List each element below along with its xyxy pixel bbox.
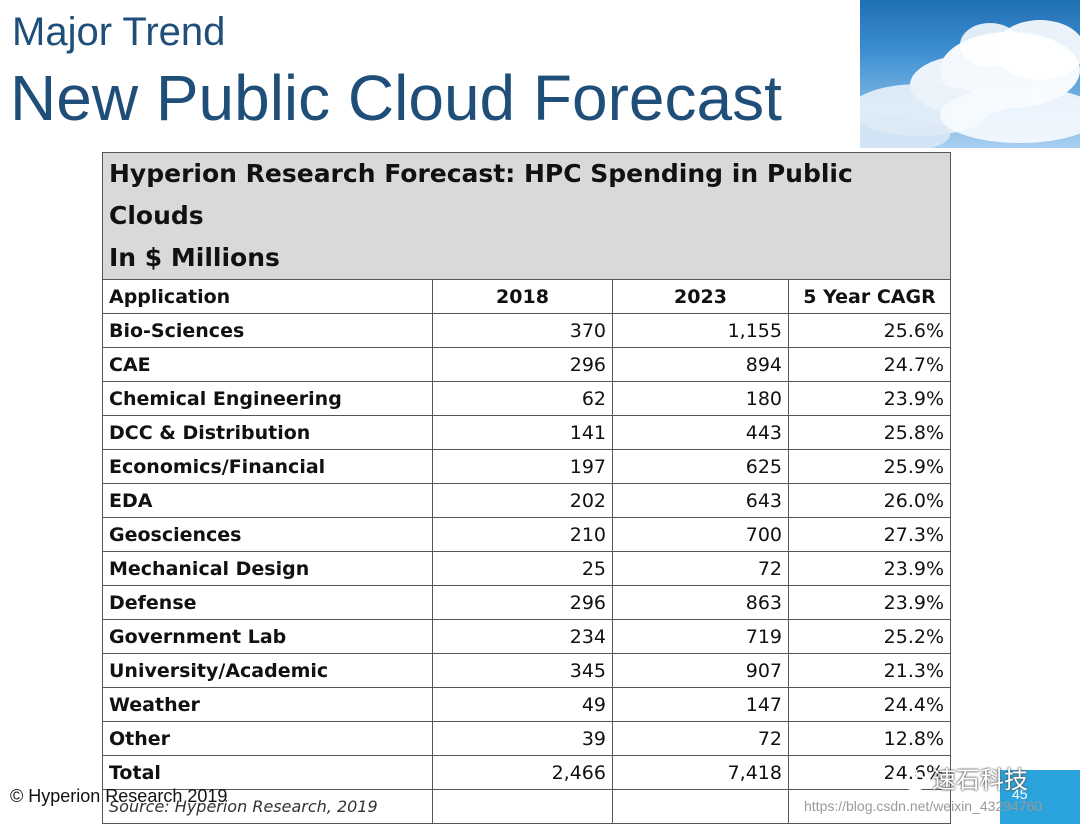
row-cagr: 21.3% — [788, 653, 951, 688]
table-caption-line2: In $ Millions — [109, 243, 280, 272]
row-2018: 197 — [432, 449, 613, 484]
row-cagr: 27.3% — [788, 517, 951, 552]
row-2023: 643 — [612, 483, 789, 518]
table-row: Government Lab 234 719 25.2% — [102, 619, 951, 654]
table-row: Economics/Financial 197 625 25.9% — [102, 449, 951, 484]
row-2018: 296 — [432, 585, 613, 620]
row-2023: 72 — [612, 721, 789, 756]
row-2023: 719 — [612, 619, 789, 654]
wechat-brand-name: 速石科技 — [932, 767, 1028, 794]
row-2018: 49 — [432, 687, 613, 722]
row-2023: 700 — [612, 517, 789, 552]
page-number-box — [1000, 770, 1080, 824]
table-row: CAE 296 894 24.7% — [102, 347, 951, 382]
table-row: University/Academic 345 907 21.3% — [102, 653, 951, 688]
row-application: Economics/Financial — [102, 449, 433, 484]
row-application: Chemical Engineering — [102, 381, 433, 416]
table-caption-line1: Hyperion Research Forecast: HPC Spending… — [109, 159, 853, 230]
table-header-row: Application 2018 2023 5 Year CAGR — [102, 279, 951, 314]
row-2018: 25 — [432, 551, 613, 586]
wechat-icon — [892, 763, 926, 791]
row-2023: 443 — [612, 415, 789, 450]
total-2023: 7,418 — [612, 755, 789, 790]
row-2018: 296 — [432, 347, 613, 382]
row-2018: 202 — [432, 483, 613, 518]
row-2018: 210 — [432, 517, 613, 552]
row-cagr: 25.9% — [788, 449, 951, 484]
table-row: Mechanical Design 25 72 23.9% — [102, 551, 951, 586]
total-2018: 2,466 — [432, 755, 613, 790]
table-row: Defense 296 863 23.9% — [102, 585, 951, 620]
row-cagr: 23.9% — [788, 381, 951, 416]
row-cagr: 25.6% — [788, 313, 951, 348]
row-2023: 625 — [612, 449, 789, 484]
table-row: Chemical Engineering 62 180 23.9% — [102, 381, 951, 416]
table-source: Source: Hyperion Research, 2019 — [102, 789, 433, 824]
copyright-notice: © Hyperion Research 2019 — [10, 786, 228, 806]
row-application: Mechanical Design — [102, 551, 433, 586]
row-2018: 234 — [432, 619, 613, 654]
row-cagr: 25.8% — [788, 415, 951, 450]
slide-title: New Public Cloud Forecast — [10, 62, 782, 134]
row-2018: 370 — [432, 313, 613, 348]
column-header-2018: 2018 — [432, 279, 613, 314]
source-empty-cell — [432, 789, 613, 824]
forecast-table-container: Hyperion Research Forecast: HPC Spending… — [102, 152, 951, 824]
table-row: Other 39 72 12.8% — [102, 721, 951, 756]
row-application: Government Lab — [102, 619, 433, 654]
row-cagr: 24.4% — [788, 687, 951, 722]
row-cagr: 26.0% — [788, 483, 951, 518]
slide-subtitle: Major Trend — [12, 10, 226, 54]
cloud-photo — [860, 0, 1080, 148]
row-2018: 141 — [432, 415, 613, 450]
row-application: DCC & Distribution — [102, 415, 433, 450]
row-2023: 1,155 — [612, 313, 789, 348]
table-body: Bio-Sciences 370 1,155 25.6% CAE 296 894 24.7% C… — [102, 313, 951, 756]
table-row: Weather 49 147 24.4% — [102, 687, 951, 722]
row-application: Defense — [102, 585, 433, 620]
row-cagr: 25.2% — [788, 619, 951, 654]
row-2018: 345 — [432, 653, 613, 688]
table-caption: Hyperion Research Forecast: HPC Spending… — [102, 152, 951, 280]
row-application: CAE — [102, 347, 433, 382]
table-row: DCC & Distribution 141 443 25.8% — [102, 415, 951, 450]
table-caption-row: Hyperion Research Forecast: HPC Spending… — [102, 152, 951, 280]
cloud-image-icon — [860, 20, 1080, 148]
row-application: EDA — [102, 483, 433, 518]
row-cagr: 23.9% — [788, 585, 951, 620]
column-header-cagr: 5 Year CAGR — [788, 279, 951, 314]
table-row: Geosciences 210 700 27.3% — [102, 517, 951, 552]
source-empty-cell — [788, 789, 951, 824]
row-cagr: 23.9% — [788, 551, 951, 586]
row-application: University/Academic — [102, 653, 433, 688]
forecast-table: Hyperion Research Forecast: HPC Spending… — [102, 152, 951, 824]
column-header-application: Application — [102, 279, 433, 314]
row-application: Bio-Sciences — [102, 313, 433, 348]
row-2018: 62 — [432, 381, 613, 416]
row-application: Other — [102, 721, 433, 756]
table-source-row: Source: Hyperion Research, 2019 — [102, 789, 951, 824]
row-2023: 907 — [612, 653, 789, 688]
table-row: EDA 202 643 26.0% — [102, 483, 951, 518]
row-application: Weather — [102, 687, 433, 722]
row-2023: 147 — [612, 687, 789, 722]
wechat-watermark: 速石科技 — [892, 760, 1028, 795]
row-2018: 39 — [432, 721, 613, 756]
table-total-row: Total 2,466 7,418 24.6% — [102, 755, 951, 790]
total-cagr: 24.6% — [788, 755, 951, 790]
row-cagr: 24.7% — [788, 347, 951, 382]
row-application: Geosciences — [102, 517, 433, 552]
total-label: Total — [102, 755, 433, 790]
row-2023: 72 — [612, 551, 789, 586]
page-number: 45 — [1012, 786, 1028, 802]
watermark-url: https://blog.csdn.net/weixin_43294760 — [804, 798, 1043, 814]
source-empty-cell — [612, 789, 789, 824]
row-2023: 863 — [612, 585, 789, 620]
column-header-2023: 2023 — [612, 279, 789, 314]
row-2023: 180 — [612, 381, 789, 416]
row-cagr: 12.8% — [788, 721, 951, 756]
row-2023: 894 — [612, 347, 789, 382]
table-row: Bio-Sciences 370 1,155 25.6% — [102, 313, 951, 348]
